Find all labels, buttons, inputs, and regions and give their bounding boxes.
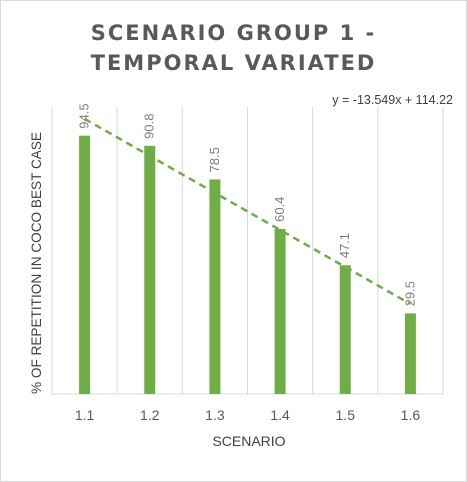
bar-1.1: [79, 135, 91, 394]
data-label: 29.5: [402, 281, 417, 306]
data-label: 94.5: [77, 103, 92, 128]
bar-1.3: [209, 179, 221, 394]
chart-title: SCENARIO GROUP 1 - TEMPORAL VARIATED: [90, 21, 377, 75]
bar-1.6: [404, 313, 416, 394]
data-label: 60.4: [272, 197, 287, 222]
x-tick-label: 1.4: [270, 407, 290, 423]
x-tick-label: 1.2: [140, 407, 160, 423]
trendline-equation: y = -13.549x + 114.22: [332, 93, 453, 107]
data-label: 78.5: [207, 147, 222, 172]
trendline: [83, 117, 412, 306]
data-label: 47.1: [337, 233, 352, 258]
data-label: 90.8: [142, 114, 157, 139]
bar-1.5: [339, 265, 351, 394]
bar-1.2: [144, 145, 156, 394]
x-tick-label: 1.5: [336, 407, 356, 423]
y-axis-title: % OF REPETITION IN COCO BEST CASE: [28, 132, 44, 394]
x-axis-title: SCENARIO: [212, 433, 285, 449]
x-tick-label: 1.6: [401, 407, 421, 423]
x-tick-label: 1.3: [205, 407, 225, 423]
bar-1.4: [274, 228, 286, 394]
x-tick-label: 1.1: [75, 407, 95, 423]
